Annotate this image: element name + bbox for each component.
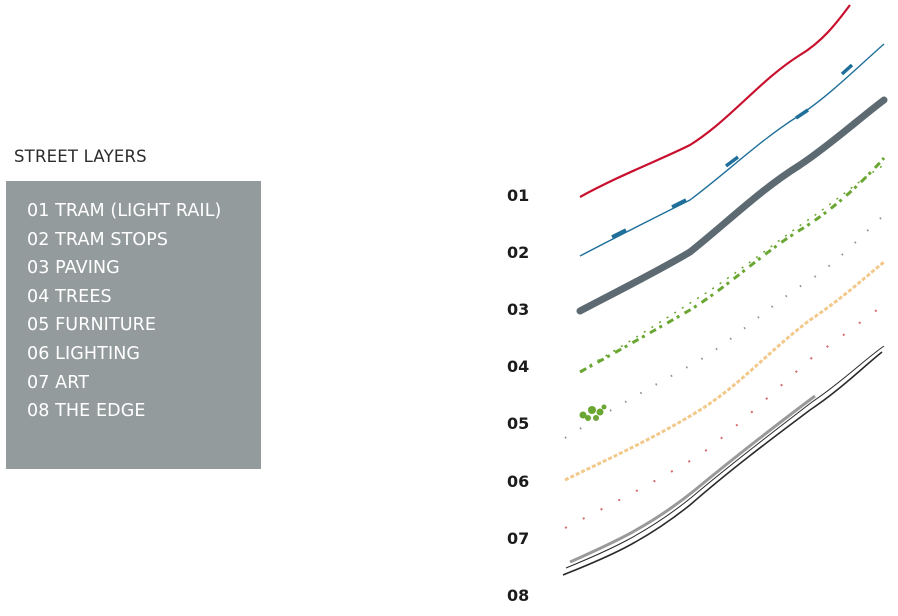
trees-row	[589, 164, 885, 366]
art-row	[564, 304, 885, 529]
diagram-title: STREET LAYERS	[14, 147, 147, 166]
edge-outline	[569, 394, 816, 564]
edge-layer	[562, 345, 885, 576]
furniture-row	[564, 214, 885, 439]
tree-cluster	[596, 408, 604, 416]
trees-row	[579, 157, 886, 374]
tram-line	[579, 4, 851, 198]
layer-number-01: 01	[507, 186, 530, 205]
tree-cluster	[588, 406, 596, 414]
legend-item-edge: 08 THE EDGE	[27, 401, 146, 422]
legend-item-trees: 04 TREES	[27, 286, 112, 307]
tree-cluster	[585, 415, 591, 421]
legend-list: 01 TRAM (LIGHT RAIL) 02 TRAM STOPS 03 PA…	[27, 197, 227, 426]
layer-number-06: 06	[507, 472, 530, 491]
tram-stops-layer	[579, 43, 885, 257]
legend-item-lighting: 06 LIGHTING	[27, 343, 141, 364]
legend-box: 01 TRAM (LIGHT RAIL) 02 TRAM STOPS 03 PA…	[6, 181, 261, 469]
legend-item-tram-stops: 02 TRAM STOPS	[27, 229, 169, 250]
legend-item-art: 07 ART	[27, 372, 89, 393]
tram-stop-marker	[611, 228, 627, 239]
layer-number-08: 08	[507, 586, 530, 605]
legend-item-furniture: 05 FURNITURE	[27, 315, 157, 336]
lighting-row	[564, 260, 885, 482]
trees-layer	[579, 157, 886, 421]
edge-outline	[562, 351, 883, 576]
layer-number-02: 02	[507, 243, 530, 262]
paving-band	[576, 96, 888, 315]
tram-stop-marker	[795, 108, 809, 120]
tree-cluster	[601, 404, 607, 410]
tram-stop-marker	[840, 63, 854, 76]
layer-number-07: 07	[507, 529, 530, 548]
tree-cluster	[593, 415, 599, 421]
legend-item-paving: 03 PAVING	[27, 258, 120, 279]
tree-cluster	[579, 411, 587, 419]
tram-stop-marker	[671, 198, 687, 209]
layer-number-03: 03	[507, 300, 530, 319]
tram-stops-line	[579, 43, 885, 257]
layer-number-05: 05	[507, 414, 530, 433]
tram-stop-marker	[724, 155, 740, 168]
legend-item-tram: 01 TRAM (LIGHT RAIL)	[27, 201, 222, 221]
edge-outline	[565, 345, 885, 569]
layer-number-04: 04	[507, 357, 530, 376]
